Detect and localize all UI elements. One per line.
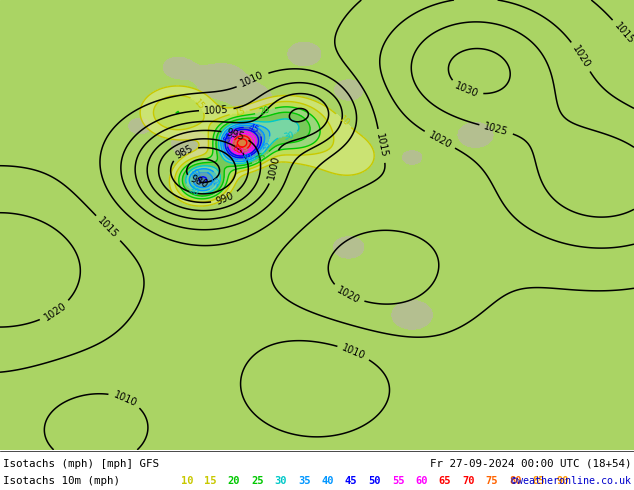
Text: 45: 45	[247, 123, 261, 136]
Text: 1010: 1010	[239, 70, 266, 89]
Text: 980: 980	[189, 174, 210, 190]
Text: 60: 60	[232, 146, 245, 158]
Text: 35: 35	[259, 139, 272, 153]
Text: 995: 995	[225, 127, 245, 142]
Text: 85: 85	[533, 476, 545, 486]
Text: 65: 65	[439, 476, 451, 486]
Text: 75: 75	[486, 476, 498, 486]
Text: 990: 990	[214, 190, 235, 206]
Text: Isotachs 10m (mph): Isotachs 10m (mph)	[3, 476, 120, 486]
Text: 35: 35	[298, 476, 311, 486]
Text: 1015: 1015	[96, 216, 120, 241]
Text: 15: 15	[204, 476, 217, 486]
Text: 1030: 1030	[453, 81, 480, 99]
Text: 35: 35	[210, 175, 222, 188]
Text: 60: 60	[415, 476, 428, 486]
Text: 40: 40	[242, 152, 254, 164]
Text: 1020: 1020	[427, 130, 453, 150]
Text: 25: 25	[254, 151, 268, 165]
Text: 40: 40	[190, 167, 204, 180]
Text: 1020: 1020	[42, 300, 68, 322]
Text: 985: 985	[174, 143, 195, 161]
Text: Isotachs (mph) [mph] GFS: Isotachs (mph) [mph] GFS	[3, 459, 158, 468]
Text: 40: 40	[321, 476, 334, 486]
Text: 15: 15	[192, 97, 205, 111]
Text: 1025: 1025	[483, 121, 509, 137]
Text: 10: 10	[337, 114, 351, 127]
Text: 25: 25	[251, 476, 264, 486]
Text: 1005: 1005	[204, 104, 229, 116]
Text: 30: 30	[186, 185, 200, 197]
Text: 50: 50	[223, 130, 236, 144]
Text: 50: 50	[368, 476, 381, 486]
Text: 90: 90	[556, 476, 569, 486]
Text: 15: 15	[233, 107, 245, 118]
Text: 65: 65	[231, 143, 244, 156]
Text: 45: 45	[345, 476, 358, 486]
Text: 1000: 1000	[266, 154, 281, 180]
Text: 70: 70	[462, 476, 475, 486]
Text: 1020: 1020	[570, 44, 592, 70]
Text: 20: 20	[228, 476, 240, 486]
Text: 55: 55	[228, 127, 242, 141]
Text: 1010: 1010	[340, 343, 367, 362]
Text: 1010: 1010	[112, 389, 138, 408]
Text: 30: 30	[275, 476, 287, 486]
Text: 20: 20	[259, 105, 271, 117]
Text: 1015: 1015	[374, 133, 389, 159]
Text: 80: 80	[509, 476, 522, 486]
Text: 1020: 1020	[335, 285, 361, 305]
Text: Fr 27-09-2024 00:00 UTC (18+54): Fr 27-09-2024 00:00 UTC (18+54)	[430, 459, 631, 468]
Text: 10: 10	[181, 476, 193, 486]
Text: 1015: 1015	[612, 21, 634, 46]
Text: 55: 55	[392, 476, 404, 486]
Text: 30: 30	[282, 130, 295, 142]
Text: ©weatheronline.co.uk: ©weatheronline.co.uk	[512, 476, 631, 486]
